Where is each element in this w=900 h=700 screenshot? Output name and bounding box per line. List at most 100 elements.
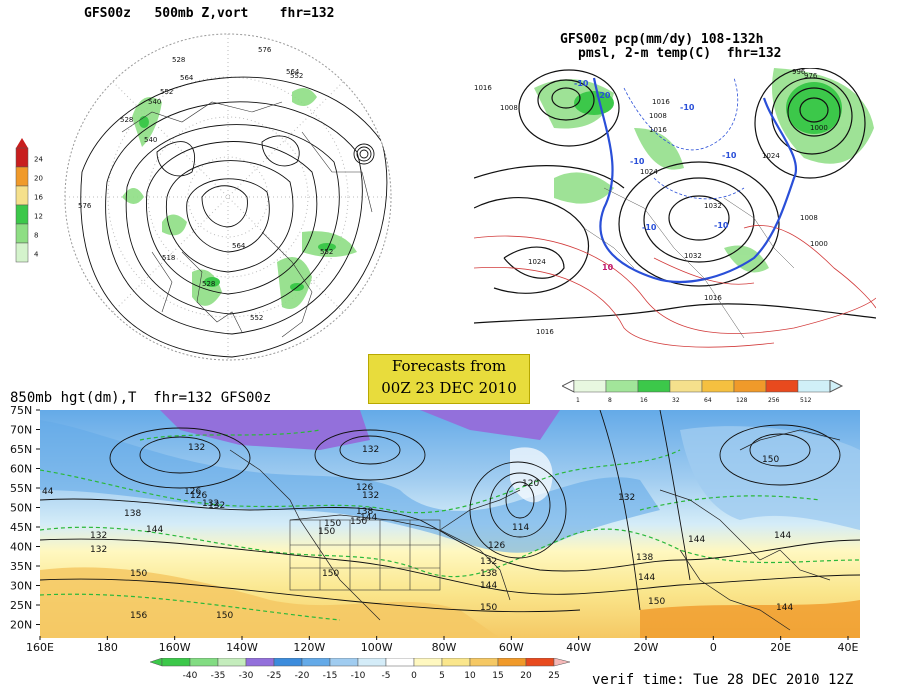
temp-colorbar: -40 -35 -30 -25 -20 -15 -10 -5 0 5 10 15 20 25 bbox=[149, 657, 590, 692]
hgt-map-svg: 132 1321261321381441321501501321261501381… bbox=[39, 409, 861, 638]
polar-map: 576 528 564 552 540 528 540 564 552 576 518 528 564 5… bbox=[62, 22, 394, 376]
lon-tick-label: 100W bbox=[361, 641, 393, 654]
lon-axis: 160E 180 160W 140W 120W 100W 80W 60W 40W 20W 0 20E 4… bbox=[18, 636, 878, 660]
precip-colorbar-swatch bbox=[605, 379, 639, 393]
polar-contour-label: 540 bbox=[148, 98, 161, 106]
height-label: 132 bbox=[202, 499, 219, 509]
height-label: 114 bbox=[512, 523, 529, 533]
height-label: 126 bbox=[488, 541, 505, 551]
isobar-label: 1008 bbox=[500, 104, 518, 112]
vort-colorbar-tick: 4 bbox=[34, 251, 39, 259]
precip-colorbar-tick: 8 bbox=[608, 397, 612, 404]
isobars bbox=[473, 67, 877, 324]
temp-colorbar-swatch bbox=[245, 657, 275, 667]
height-label: 150 bbox=[322, 569, 339, 579]
height-label: 132 bbox=[362, 445, 379, 455]
height-label: 144 bbox=[638, 573, 655, 583]
polar-coastlines bbox=[121, 101, 373, 338]
precip-colorbar-tick: 512 bbox=[800, 397, 812, 404]
forecast-banner: Forecasts from 00Z 23 DEC 2010 bbox=[368, 354, 530, 404]
lat-tick-label: 40N bbox=[10, 541, 32, 554]
temp-colorbar-tick: -40 bbox=[183, 671, 198, 681]
polar-contour-label: 576 bbox=[242, 362, 256, 370]
banner-line-2: 00Z 23 DEC 2010 bbox=[381, 379, 517, 397]
vort-colorbar-swatch bbox=[15, 242, 29, 263]
polar-contour-label: 552 bbox=[320, 248, 333, 256]
temp-regions bbox=[40, 410, 860, 638]
height-label: 150 bbox=[480, 603, 497, 613]
isobar-label: 1000 bbox=[810, 124, 828, 132]
precip-colorbar-tick: 32 bbox=[672, 397, 680, 404]
height-label: 126 bbox=[184, 487, 201, 497]
vort-colorbar-tick: 8 bbox=[34, 232, 38, 240]
temp-colorbar-tick: -30 bbox=[239, 671, 254, 681]
height-label: 138 bbox=[124, 509, 141, 519]
lat-tick-label: 20N bbox=[10, 619, 32, 632]
banner-line-1: Forecasts from bbox=[391, 357, 507, 375]
height-label: 150 bbox=[130, 569, 147, 579]
isobar-label: 976 bbox=[804, 72, 818, 80]
verif-time: verif time: Tue 28 DEC 2010 12Z bbox=[592, 672, 854, 688]
precip-colorbar-swatch bbox=[637, 379, 671, 393]
precip-colorbar-swatch bbox=[701, 379, 735, 393]
height-label: 126 bbox=[190, 491, 207, 501]
height-label: 132 bbox=[618, 493, 635, 503]
height-label: 144 bbox=[776, 603, 793, 613]
lat-tick-label: 35N bbox=[10, 560, 32, 573]
polar-contour-label: 552 bbox=[250, 314, 263, 322]
polar-contour-label: 528 bbox=[202, 280, 215, 288]
temp-label: -10 bbox=[722, 151, 737, 160]
temp-colorbar-swatch bbox=[525, 657, 555, 667]
height-label: 120 bbox=[522, 479, 539, 489]
isobar-label: 1016 bbox=[652, 98, 670, 106]
vort-colorbar-swatch bbox=[15, 185, 29, 206]
height-label: 138 bbox=[356, 507, 373, 517]
closed-low bbox=[353, 143, 375, 165]
lon-tick-label: 180 bbox=[97, 641, 118, 654]
vort-colorbar-tick: 12 bbox=[34, 213, 43, 221]
cold-contours bbox=[623, 77, 745, 200]
lon-tick-label: 0 bbox=[710, 641, 717, 654]
vort-colorbar-swatch bbox=[15, 204, 29, 225]
precip-colorbar-swatch bbox=[733, 379, 767, 393]
lon-tick-label: 160E bbox=[26, 641, 54, 654]
temp-colorbar-swatch bbox=[217, 657, 247, 667]
height-label: 144 bbox=[688, 535, 705, 545]
height-label: 132 bbox=[90, 531, 107, 541]
temp-colorbar-swatch bbox=[497, 657, 527, 667]
isobar-label: 1016 bbox=[649, 126, 667, 134]
temp-colorbar-tick: -15 bbox=[323, 671, 338, 681]
lat-tick-label: 60N bbox=[10, 463, 32, 476]
precip-colorbar-tick: 16 bbox=[640, 397, 648, 404]
lat-tick-label: 25N bbox=[10, 599, 32, 612]
temp-colorbar-tick: -35 bbox=[211, 671, 226, 681]
polar-contour-label: 540 bbox=[144, 136, 157, 144]
vort-colorbar-tick: 16 bbox=[34, 194, 43, 202]
vort-colorbar-swatch bbox=[15, 166, 29, 187]
lon-tick-label: 160W bbox=[159, 641, 191, 654]
panel-pmsl-title-2: pmsl, 2-m temp(C) fhr=132 bbox=[578, 46, 782, 61]
vort-colorbar-tick: 24 bbox=[34, 156, 43, 164]
polar-contour-label: 552 bbox=[290, 72, 303, 80]
isobar-label: 1000 bbox=[810, 240, 828, 248]
precip-colorbar-tick: 1 bbox=[576, 397, 580, 404]
lat-tick-label: 70N bbox=[10, 424, 32, 437]
temp-colorbar-swatch bbox=[273, 657, 303, 667]
polar-contour-label: 528 bbox=[120, 116, 133, 124]
temp-colorbar-svg: -40 -35 -30 -25 -20 -15 -10 -5 0 5 10 15 20 25 bbox=[149, 657, 571, 681]
height-contours-850 bbox=[39, 409, 861, 613]
pmsl-map-svg: 1016 1008 1016 1008 1016 1024 1032 1024 1032 1024… bbox=[473, 67, 877, 350]
height-contours bbox=[80, 76, 388, 358]
isobar-label: 1032 bbox=[704, 202, 722, 210]
lon-tick-label: 140W bbox=[226, 641, 258, 654]
temp-colorbar-swatch bbox=[357, 657, 387, 667]
panel-850mb-title: 850mb hgt(dm),T fhr=132 GFS00z bbox=[10, 390, 272, 406]
freezing-line bbox=[592, 77, 797, 284]
temp-colorbar-swatch bbox=[413, 657, 443, 667]
lat-axis: 75N 70N 65N 60N 55N 50N 45N 40N 35N 30N 25N 20N bbox=[0, 404, 40, 644]
temp-label: -10 bbox=[714, 221, 729, 230]
lat-tick-label: 65N bbox=[10, 443, 32, 456]
temp-colorbar-swatch bbox=[469, 657, 499, 667]
temp-colorbar-tick: 5 bbox=[439, 671, 445, 681]
height-label: 150 bbox=[762, 455, 779, 465]
